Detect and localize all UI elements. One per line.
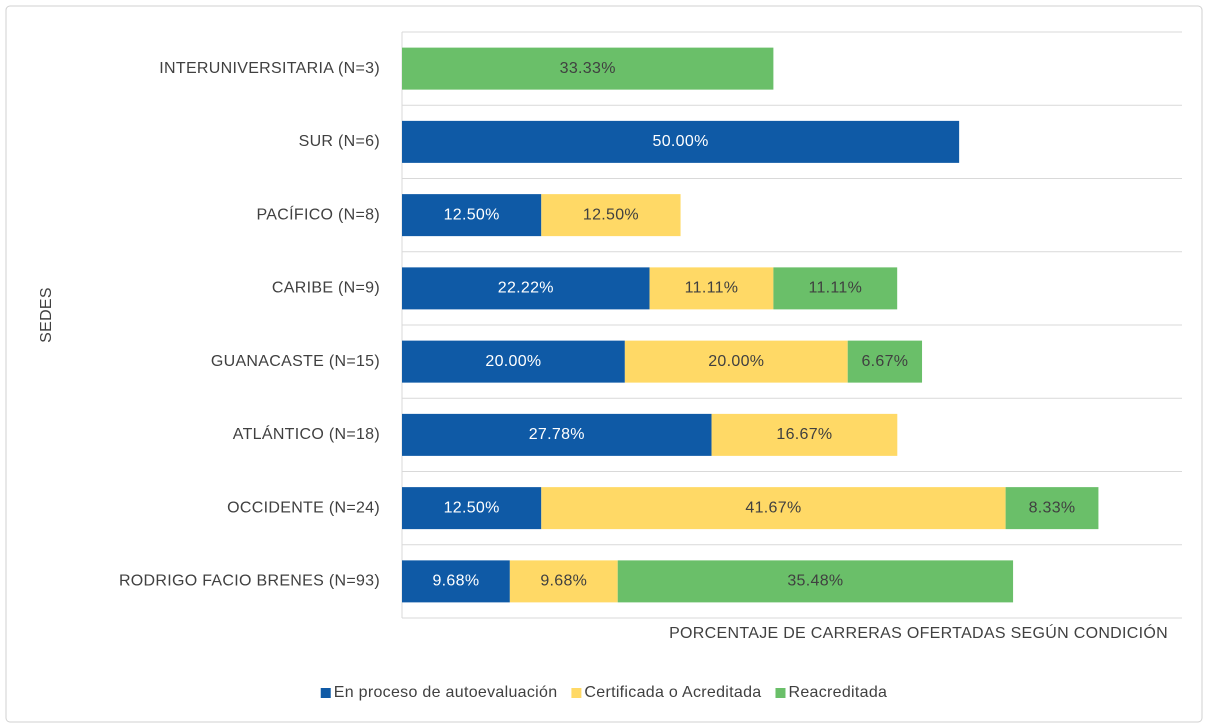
bar-segment <box>617 560 1014 603</box>
bar-segment <box>541 487 1006 530</box>
bar-segment <box>402 487 542 530</box>
y-tick-label: CARIBE (N=9) <box>272 280 380 297</box>
legend-swatch <box>775 688 786 698</box>
data-label: 8.33% <box>1029 499 1076 516</box>
bar-segment <box>649 267 774 310</box>
bar-segment <box>541 194 681 237</box>
legend-label: Reacreditada <box>788 684 887 701</box>
data-label: 12.50% <box>444 499 500 516</box>
data-label: 16.67% <box>776 426 832 443</box>
bar-segment <box>847 340 923 383</box>
y-tick-label: OCCIDENTE (N=24) <box>227 499 380 516</box>
legend-label: Certificada o Acreditada <box>584 684 761 701</box>
data-label: 12.50% <box>444 206 500 223</box>
bar-segment <box>402 560 510 603</box>
y-axis-title: SEDES <box>38 287 55 343</box>
bar-segment <box>711 413 898 456</box>
bar-segment <box>402 267 650 310</box>
bar-segment <box>402 120 960 163</box>
y-tick-label: PACÍFICO (N=8) <box>257 204 380 223</box>
bar-segment <box>773 267 898 310</box>
bar-segment <box>509 560 618 603</box>
y-tick-label: GUANACASTE (N=15) <box>211 353 380 370</box>
bar-segment <box>402 194 542 237</box>
data-label: 12.50% <box>583 206 639 223</box>
data-label: 6.67% <box>861 353 908 370</box>
data-label: 50.00% <box>653 133 709 150</box>
data-label: 11.11% <box>808 280 862 297</box>
data-label: 20.00% <box>708 353 764 370</box>
data-label: 20.00% <box>485 353 541 370</box>
data-label: 35.48% <box>787 573 843 590</box>
legend-label: En proceso de autoevaluación <box>334 684 558 701</box>
data-label: 27.78% <box>529 426 585 443</box>
bar-segment <box>1005 487 1099 530</box>
data-label: 11.11% <box>685 280 739 297</box>
y-tick-label: INTERUNIVERSITARIA (N=3) <box>159 60 380 77</box>
y-tick-label: RODRIGO FACIO BRENES (N=93) <box>119 573 380 590</box>
data-label: 9.68% <box>540 573 587 590</box>
data-label: 22.22% <box>498 280 554 297</box>
data-label: 41.67% <box>745 499 801 516</box>
data-label: 9.68% <box>432 573 479 590</box>
bar-segment <box>402 47 774 90</box>
bar-segment <box>624 340 848 383</box>
data-label: 33.33% <box>560 60 616 77</box>
bar-segment <box>402 413 712 456</box>
y-tick-label: ATLÁNTICO (N=18) <box>233 424 380 443</box>
x-axis-title: PORCENTAJE DE CARRERAS OFERTADAS SEGÚN C… <box>669 623 1168 642</box>
legend-swatch <box>571 688 582 698</box>
legend-swatch <box>320 688 331 698</box>
y-tick-label: SUR (N=6) <box>299 133 380 150</box>
bar-segment <box>402 340 625 383</box>
